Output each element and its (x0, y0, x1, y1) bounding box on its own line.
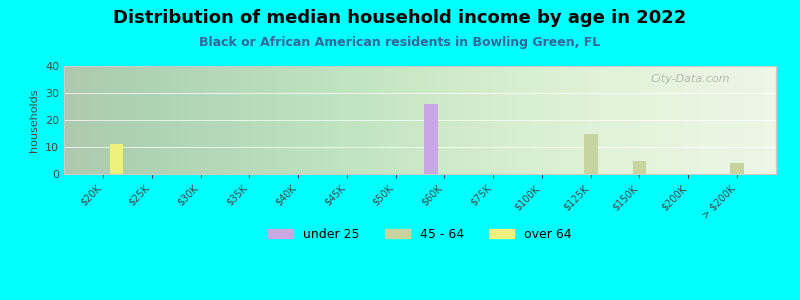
Bar (110, 144, 123, 174)
Bar (424, 104, 438, 174)
Text: Black or African American residents in Bowling Green, FL: Black or African American residents in B… (199, 36, 601, 49)
Bar (584, 134, 598, 174)
Bar (730, 163, 744, 174)
Text: City-Data.com: City-Data.com (651, 74, 730, 84)
Y-axis label: households: households (30, 88, 39, 152)
Bar (633, 160, 646, 174)
Text: Distribution of median household income by age in 2022: Distribution of median household income … (114, 9, 686, 27)
Legend: under 25, 45 - 64, over 64: under 25, 45 - 64, over 64 (263, 223, 577, 245)
